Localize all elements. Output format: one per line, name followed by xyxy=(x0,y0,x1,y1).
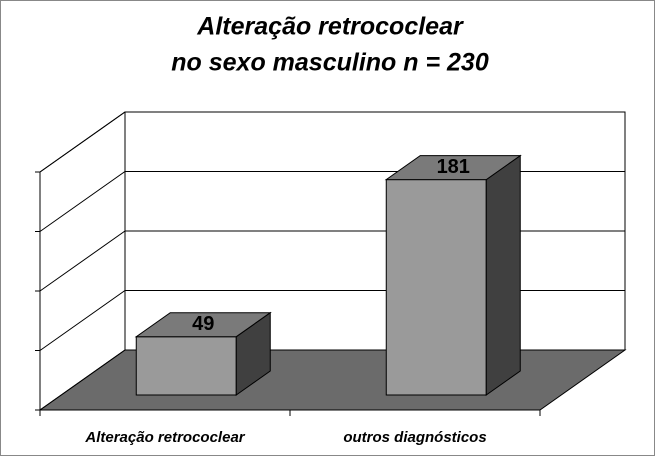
x-tick-label: Alteração retrococlear xyxy=(84,429,245,446)
grid-line xyxy=(39,111,625,173)
bar-top xyxy=(384,155,522,181)
value-label: 181 xyxy=(437,156,470,178)
floor xyxy=(38,349,627,411)
value-label: 49 xyxy=(192,313,214,335)
chart-title: no sexo masculino n = 230 xyxy=(171,49,489,77)
bar-front xyxy=(135,336,237,396)
chart-title: Alteração retrococlear xyxy=(196,13,464,41)
bar-side xyxy=(485,154,521,396)
bar-top xyxy=(134,312,272,338)
x-tick-label: outros diagnósticos xyxy=(343,429,486,446)
bar-front xyxy=(385,179,487,396)
